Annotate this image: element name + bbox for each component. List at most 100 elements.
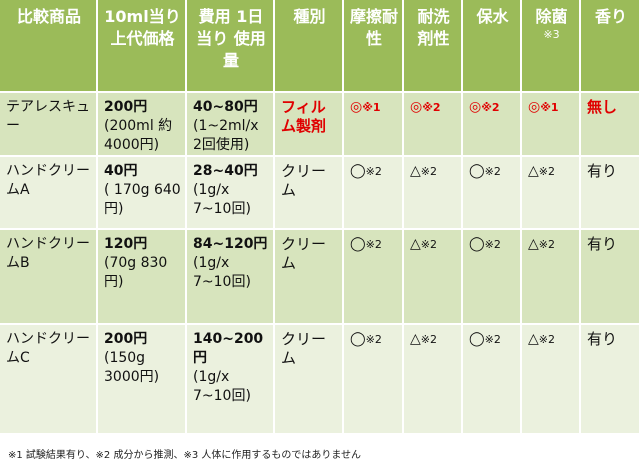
cost-note: (1g/x 7~10回) xyxy=(193,182,251,217)
detergent-mark: △ xyxy=(410,163,421,179)
moisture-mark: ◯ xyxy=(469,236,485,252)
friction-cell: ◎※1 xyxy=(343,92,404,157)
antibac-note: ※2 xyxy=(538,333,555,346)
header-moisture: 保水 xyxy=(462,0,522,93)
friction-note: ※2 xyxy=(365,333,382,346)
cost-note: (1g/x 7~10回) xyxy=(193,255,251,290)
type: フィルム製剤 xyxy=(274,92,344,157)
header-scent: 香り xyxy=(580,0,640,93)
price: 200円 xyxy=(104,99,148,115)
antibac-note: ※1 xyxy=(540,101,559,114)
antibac-cell: ◎※1 xyxy=(521,92,581,157)
friction-note: ※2 xyxy=(365,165,382,178)
product-name: ハンドクリームA xyxy=(0,156,98,230)
price-note: ( 170g 640円) xyxy=(104,182,181,217)
price: 120円 xyxy=(104,236,148,252)
header-friction: 摩擦耐性 xyxy=(343,0,404,93)
cost: 84~120円 xyxy=(193,236,268,252)
price: 200円 xyxy=(104,331,148,347)
header-antibac-note: ※3 xyxy=(543,28,560,41)
antibac-mark: ◎ xyxy=(528,99,541,115)
detergent-cell: △※2 xyxy=(403,156,463,230)
antibac-note: ※2 xyxy=(538,238,555,251)
table-row: ハンドクリームC 200円 (150g 3000円) 140~200円 (1g/x … xyxy=(0,324,640,435)
cost-cell: 84~120円 (1g/x 7~10回) xyxy=(186,229,275,325)
friction-mark: ◯ xyxy=(350,163,366,179)
price: 40円 xyxy=(104,163,138,179)
moisture-cell: ◯※2 xyxy=(462,324,522,435)
moisture-note: ※2 xyxy=(484,238,501,251)
detergent-note: ※2 xyxy=(422,101,441,114)
product-name: ハンドクリームB xyxy=(0,229,98,325)
price-cell: 200円 (200ml 約4000円) xyxy=(97,92,187,157)
table-row: テアレスキュー 200円 (200ml 約4000円) 40~80円 (1~2ml/… xyxy=(0,92,640,157)
header-detergent: 耐洗剤性 xyxy=(403,0,463,93)
moisture-note: ※2 xyxy=(481,101,500,114)
moisture-cell: ◯※2 xyxy=(462,156,522,230)
header-product: 比較商品 xyxy=(0,0,98,93)
table-row: ハンドクリームB 120円 (70g 830円) 84~120円 (1g/x 7~1… xyxy=(0,229,640,325)
detergent-note: ※2 xyxy=(420,165,437,178)
price-note: (70g 830円) xyxy=(104,255,168,290)
moisture-mark: ◯ xyxy=(469,163,485,179)
antibac-note: ※2 xyxy=(538,165,555,178)
footnote: ※1 試験結果有り、※2 成分から推測、※3 人体に作用するものではありません xyxy=(8,450,362,461)
friction-cell: ◯※2 xyxy=(343,229,404,325)
cost-note: (1~2ml/x 2回使用) xyxy=(193,118,259,153)
cost: 28~40円 xyxy=(193,163,258,179)
friction-cell: ◯※2 xyxy=(343,324,404,435)
cost: 140~200円 xyxy=(193,331,264,366)
detergent-note: ※2 xyxy=(420,238,437,251)
cost-cell: 28~40円 (1g/x 7~10回) xyxy=(186,156,275,230)
product-name: テアレスキュー xyxy=(0,92,98,157)
price-cell: 200円 (150g 3000円) xyxy=(97,324,187,435)
header-antibac-label: 除菌 xyxy=(535,7,568,26)
detergent-cell: △※2 xyxy=(403,229,463,325)
price-note: (200ml 約4000円) xyxy=(104,118,173,153)
cost-cell: 140~200円 (1g/x 7~10回) xyxy=(186,324,275,435)
friction-mark: ◯ xyxy=(350,236,366,252)
header-row: 比較商品 10ml当り上代価格 費用 1日当り 使用量 種別 摩擦耐性 耐洗剤性… xyxy=(0,0,640,93)
detergent-cell: ◎※2 xyxy=(403,92,463,157)
header-antibac: 除菌 ※3 xyxy=(521,0,581,93)
moisture-cell: ◯※2 xyxy=(462,229,522,325)
cost-note: (1g/x 7~10回) xyxy=(193,369,251,404)
scent: 有り xyxy=(580,229,640,325)
antibac-mark: △ xyxy=(528,331,539,347)
price-note: (150g 3000円) xyxy=(104,350,160,385)
type: クリーム xyxy=(274,229,344,325)
table-row: ハンドクリームA 40円 ( 170g 640円) 28~40円 (1g/x 7~1… xyxy=(0,156,640,230)
antibac-cell: △※2 xyxy=(521,229,581,325)
detergent-mark: △ xyxy=(410,236,421,252)
moisture-cell: ◎※2 xyxy=(462,92,522,157)
cost-cell: 40~80円 (1~2ml/x 2回使用) xyxy=(186,92,275,157)
friction-note: ※2 xyxy=(365,238,382,251)
comparison-table: 比較商品 10ml当り上代価格 費用 1日当り 使用量 種別 摩擦耐性 耐洗剤性… xyxy=(0,0,640,435)
scent: 無し xyxy=(580,92,640,157)
moisture-note: ※2 xyxy=(484,333,501,346)
antibac-mark: △ xyxy=(528,163,539,179)
header-cost: 費用 1日当り 使用量 xyxy=(186,0,275,93)
price-cell: 120円 (70g 830円) xyxy=(97,229,187,325)
friction-note: ※1 xyxy=(362,101,381,114)
scent: 有り xyxy=(580,324,640,435)
cost: 40~80円 xyxy=(193,99,258,115)
antibac-cell: △※2 xyxy=(521,156,581,230)
moisture-mark: ◎ xyxy=(469,99,482,115)
friction-mark: ◎ xyxy=(350,99,363,115)
detergent-cell: △※2 xyxy=(403,324,463,435)
product-name: ハンドクリームC xyxy=(0,324,98,435)
moisture-note: ※2 xyxy=(484,165,501,178)
scent: 有り xyxy=(580,156,640,230)
detergent-note: ※2 xyxy=(420,333,437,346)
friction-cell: ◯※2 xyxy=(343,156,404,230)
header-price: 10ml当り上代価格 xyxy=(97,0,187,93)
antibac-mark: △ xyxy=(528,236,539,252)
moisture-mark: ◯ xyxy=(469,331,485,347)
header-type: 種別 xyxy=(274,0,344,93)
price-cell: 40円 ( 170g 640円) xyxy=(97,156,187,230)
friction-mark: ◯ xyxy=(350,331,366,347)
antibac-cell: △※2 xyxy=(521,324,581,435)
detergent-mark: △ xyxy=(410,331,421,347)
detergent-mark: ◎ xyxy=(410,99,423,115)
